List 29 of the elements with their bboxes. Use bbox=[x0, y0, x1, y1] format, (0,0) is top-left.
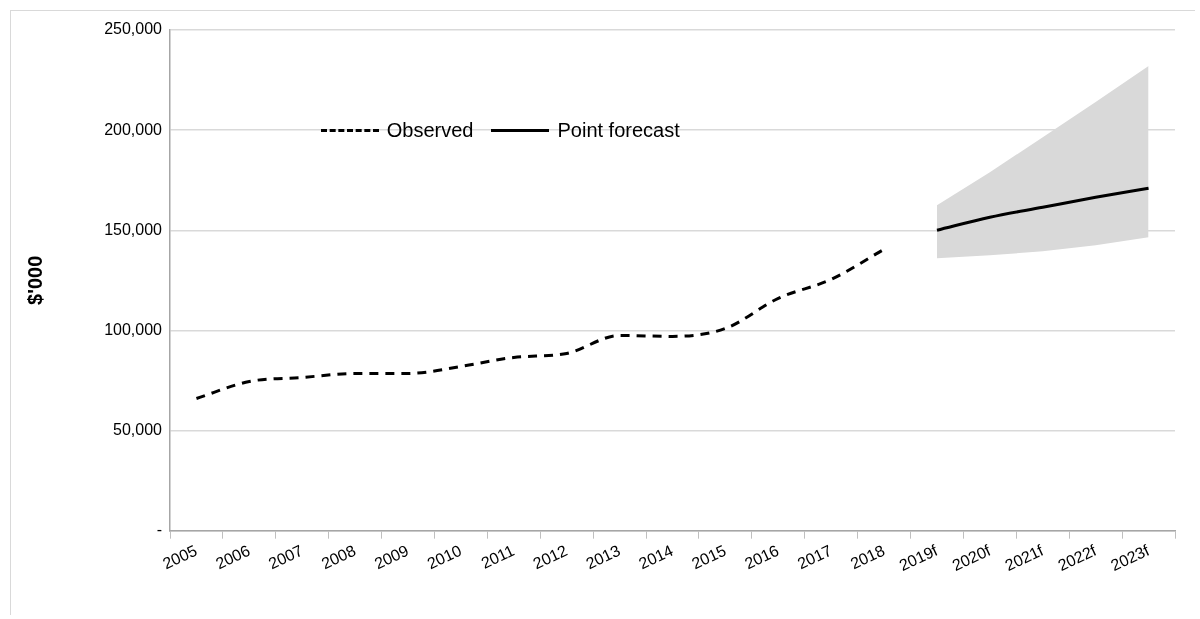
x-tick-label: 2007 bbox=[265, 541, 306, 573]
x-tick-label: 2008 bbox=[318, 541, 359, 573]
x-tick-label: 2014 bbox=[636, 541, 676, 573]
x-tick-label: 2020f bbox=[949, 541, 994, 575]
x-tick-label: 2017 bbox=[794, 541, 835, 573]
y-axis-title: $'000 bbox=[23, 255, 46, 305]
y-tick-label: 100,000 bbox=[104, 320, 163, 338]
x-tick-label: 2013 bbox=[583, 541, 623, 573]
x-tick-label: 2009 bbox=[371, 541, 412, 573]
y-tick-label: 150,000 bbox=[104, 220, 163, 238]
line-series bbox=[935, 186, 1151, 232]
x-tick-label: 2022f bbox=[1055, 541, 1100, 575]
x-tick-label: 2018 bbox=[847, 541, 888, 573]
x-tick-label: 2005 bbox=[160, 541, 200, 573]
y-tick-label: - bbox=[156, 521, 162, 539]
x-tick-label: 2021f bbox=[1002, 541, 1047, 575]
y-tick-label: 200,000 bbox=[104, 120, 163, 138]
x-tick-label: 2012 bbox=[530, 541, 570, 573]
x-tick-label: 2016 bbox=[741, 541, 782, 573]
x-tick-label: 2006 bbox=[213, 541, 253, 573]
x-tick-label: 2010 bbox=[424, 541, 465, 573]
y-tick-label: 50,000 bbox=[113, 420, 163, 438]
x-tick-label: 2011 bbox=[478, 541, 518, 572]
x-tick-label: 2019f bbox=[896, 541, 941, 575]
y-tick-label: 250,000 bbox=[104, 20, 163, 38]
legend-label: Observed bbox=[386, 118, 474, 142]
x-tick-label: 2023f bbox=[1108, 541, 1153, 575]
legend-label: Point forecast bbox=[557, 118, 680, 142]
x-tick-label: 2015 bbox=[689, 541, 729, 573]
